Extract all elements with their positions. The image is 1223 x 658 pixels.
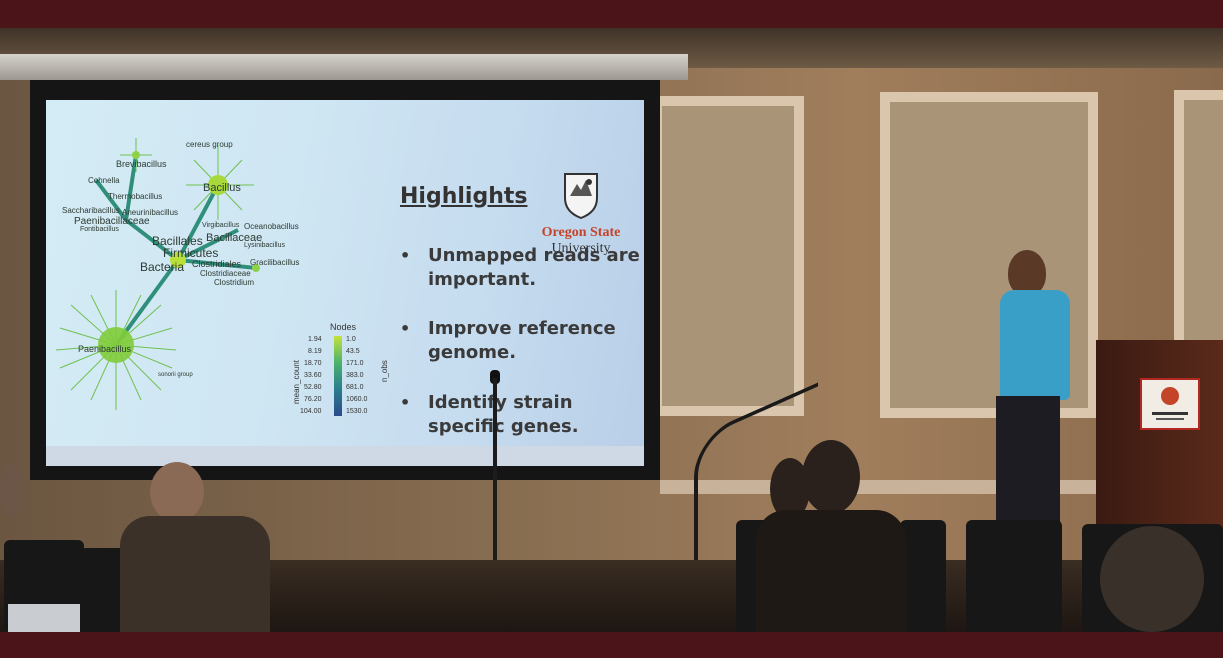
audience-member-head — [150, 462, 204, 522]
network-label: Clostridium — [214, 278, 255, 287]
taxonomy-network-graph — [55, 138, 260, 410]
wall-panel — [652, 96, 804, 416]
bottom-border — [0, 632, 1223, 658]
slide-bullet-text: Unmapped reads are important. — [428, 245, 640, 290]
network-label: Fontibacillus — [80, 226, 119, 233]
legend-right-axis-label: n_obs — [380, 360, 389, 382]
microphone-icon — [490, 370, 500, 384]
network-label: cereus group — [186, 140, 233, 149]
slide-footer-strip — [46, 446, 644, 466]
legend-right-tick: 43.5 — [346, 348, 360, 355]
network-label: sonorii group — [158, 372, 193, 378]
network-label: Aneurinibacillus — [122, 208, 179, 217]
legend-right-tick: 1530.0 — [346, 408, 368, 415]
legend-title: Nodes — [330, 322, 357, 332]
audience-member-body — [120, 516, 270, 632]
network-label: Bacteria — [140, 260, 185, 274]
legend-right-tick: 171.0 — [346, 360, 364, 367]
legend-right-tick: 681.0 — [346, 384, 364, 391]
network-label: Saccharibacillus — [62, 206, 120, 215]
network-label: Bacillus — [203, 182, 241, 194]
legend-left-tick: 8.19 — [308, 348, 322, 355]
network-label: Firmicutes — [163, 246, 219, 260]
network-label: Lysinibacillus — [244, 242, 285, 249]
legend-left-tick: 33.60 — [304, 372, 322, 379]
network-label: Oceanobacillus — [244, 222, 299, 231]
audience-member-head — [0, 462, 24, 518]
slide-bullet-text: Improve reference genome. — [428, 318, 616, 363]
podium — [1096, 340, 1223, 540]
logo-name: Oregon State — [541, 225, 621, 240]
slide-heading: Highlights — [400, 184, 528, 209]
network-label: Virgibacillus — [202, 222, 240, 229]
oregon-state-seal-icon — [564, 173, 598, 220]
presenter-shirt — [1000, 290, 1070, 400]
network-label: Clostridiales — [192, 259, 242, 269]
legend-left-tick: 52.80 — [304, 384, 322, 391]
legend-right-tick: 383.0 — [346, 372, 364, 379]
audience-member-body — [756, 510, 906, 632]
network-label: Paenibacillus — [78, 344, 132, 354]
audience-member-head — [802, 440, 860, 514]
node-legend: Nodes 1.94 8.19 18.70 33.60 52.80 76.20 … — [292, 322, 389, 422]
legend-color-bar — [334, 336, 342, 416]
network-label: Thermobacillus — [108, 192, 163, 201]
oregon-state-logo: Oregon State University — [538, 170, 624, 257]
logo-subtitle: University — [551, 241, 611, 256]
network-label: Paenibacillaceae — [74, 216, 150, 227]
presenter-legs — [996, 396, 1060, 522]
network-label: Cohnella — [88, 176, 120, 185]
audience-chair — [900, 520, 946, 632]
projector-screen-housing — [0, 54, 688, 80]
presentation-slide: cereus group Brevibacillus Cohnella Ther… — [46, 100, 644, 446]
legend-left-axis-label: mean_count — [292, 359, 301, 404]
network-label: Bacillaceae — [206, 232, 263, 244]
network-label: Gracilibacillus — [250, 258, 300, 267]
laptop-screen — [8, 604, 80, 632]
legend-right-tick: 1060.0 — [346, 396, 368, 403]
legend-right-tick: 1.0 — [346, 336, 356, 343]
audience-member-head — [1100, 526, 1204, 632]
network-label: Clostridiaceae — [200, 269, 251, 278]
top-border — [0, 0, 1223, 28]
presenter-head — [1008, 250, 1046, 296]
oregon-state-alumni-plaque-icon — [1140, 378, 1200, 430]
legend-left-tick: 18.70 — [304, 360, 322, 367]
legend-left-tick: 1.94 — [308, 336, 322, 343]
network-label: Brevibacillus — [116, 159, 167, 169]
network-label: Bacillales — [152, 234, 203, 248]
legend-left-tick: 104.00 — [300, 408, 322, 415]
slide-bullet-text: Identify strain specific genes. — [428, 392, 579, 437]
audience-chair — [966, 520, 1062, 632]
legend-left-tick: 76.20 — [304, 396, 322, 403]
microphone-stand — [493, 378, 497, 632]
